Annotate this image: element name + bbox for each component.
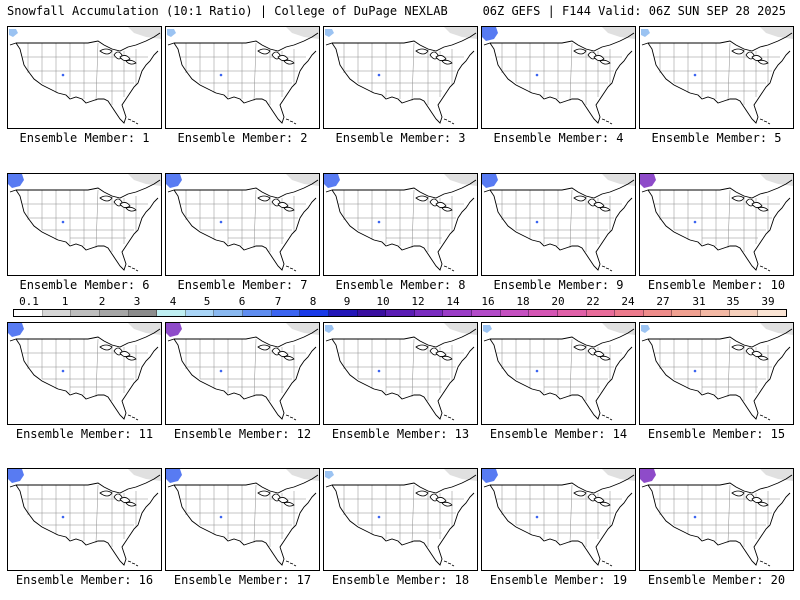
scale-color-swatch <box>443 310 472 316</box>
snowfall-map-14 <box>481 322 636 425</box>
scale-color-swatch <box>729 310 759 316</box>
snowfall-map-7 <box>165 173 320 276</box>
scale-color-swatch <box>557 310 587 316</box>
scale-label: 10 <box>376 295 390 308</box>
scale-color-swatch <box>500 310 530 316</box>
panel-caption-12: Ensemble Member: 12 <box>173 427 312 441</box>
panel-caption-17: Ensemble Member: 17 <box>173 573 312 587</box>
snowfall-map-8 <box>323 173 478 276</box>
scale-label: 31 <box>692 295 706 308</box>
panel-caption-13: Ensemble Member: 13 <box>331 427 470 441</box>
scale-label: 12 <box>411 295 425 308</box>
panel-caption-7: Ensemble Member: 7 <box>177 278 308 292</box>
panel-caption-18: Ensemble Member: 18 <box>331 573 470 587</box>
scale-label: 18 <box>516 295 530 308</box>
scale-label: 2 <box>98 295 106 308</box>
snowfall-color-scale: 0.1 1 2 3 4 5 6 7 8 9 10 12 14 16 18 20 … <box>13 296 789 320</box>
scale-color-swatch <box>214 310 243 316</box>
scale-color-swatch <box>672 310 701 316</box>
scale-color-swatch <box>357 310 387 316</box>
panel-caption-20: Ensemble Member: 20 <box>647 573 786 587</box>
snowfall-map-11 <box>7 322 162 425</box>
header: Snowfall Accumulation (10:1 Ratio) | Col… <box>0 0 800 22</box>
scale-labels: 0.1 1 2 3 4 5 6 7 8 9 10 12 14 16 18 20 … <box>13 296 789 308</box>
scale-label: 8 <box>309 295 317 308</box>
scale-color-swatch <box>99 310 129 316</box>
scale-color-swatch <box>157 310 186 316</box>
scale-label: 3 <box>133 295 141 308</box>
scale-color-swatch <box>128 310 158 316</box>
scale-color-swatch <box>42 310 72 316</box>
scale-color-swatch <box>71 310 100 316</box>
scale-label: 27 <box>656 295 670 308</box>
scale-color-swatch <box>271 310 301 316</box>
scale-color-swatch <box>643 310 673 316</box>
panel-caption-10: Ensemble Member: 10 <box>647 278 786 292</box>
scale-color-swatch <box>14 310 43 316</box>
panel-caption-16: Ensemble Member: 16 <box>15 573 154 587</box>
scale-label: 35 <box>726 295 740 308</box>
snowfall-map-3 <box>323 26 478 129</box>
panel-caption-9: Ensemble Member: 9 <box>493 278 624 292</box>
scale-label: 39 <box>761 295 775 308</box>
scale-label: 24 <box>621 295 635 308</box>
run-info: 06Z GEFS | F144 Valid: 06Z SUN SEP 28 20… <box>482 4 786 18</box>
scale-label: 7 <box>274 295 282 308</box>
scale-label: 22 <box>586 295 600 308</box>
snowfall-map-1 <box>7 26 162 129</box>
panel-caption-8: Ensemble Member: 8 <box>335 278 466 292</box>
scale-color-swatch <box>586 310 616 316</box>
snowfall-map-5 <box>639 26 794 129</box>
snowfall-map-10 <box>639 173 794 276</box>
scale-color-bar <box>13 309 787 317</box>
snowfall-map-18 <box>323 468 478 571</box>
scale-label: 4 <box>169 295 177 308</box>
snowfall-map-4 <box>481 26 636 129</box>
scale-color-swatch <box>529 310 558 316</box>
scale-label: 9 <box>343 295 351 308</box>
snowfall-map-13 <box>323 322 478 425</box>
scale-color-swatch <box>615 310 644 316</box>
panel-caption-14: Ensemble Member: 14 <box>489 427 628 441</box>
scale-color-swatch <box>185 310 215 316</box>
panel-caption-1: Ensemble Member: 1 <box>19 131 150 145</box>
page-title: Snowfall Accumulation (10:1 Ratio) | Col… <box>7 4 448 18</box>
scale-color-swatch <box>472 310 501 316</box>
panel-caption-5: Ensemble Member: 5 <box>651 131 782 145</box>
scale-color-swatch <box>414 310 444 316</box>
scale-label: 16 <box>481 295 495 308</box>
panel-caption-2: Ensemble Member: 2 <box>177 131 308 145</box>
panel-caption-15: Ensemble Member: 15 <box>647 427 786 441</box>
scale-color-swatch <box>328 310 358 316</box>
scale-color-swatch <box>386 310 415 316</box>
snowfall-map-16 <box>7 468 162 571</box>
panel-caption-4: Ensemble Member: 4 <box>493 131 624 145</box>
snowfall-map-9 <box>481 173 636 276</box>
scale-color-swatch <box>758 310 786 316</box>
panel-caption-11: Ensemble Member: 11 <box>15 427 154 441</box>
snowfall-map-19 <box>481 468 636 571</box>
snowfall-map-2 <box>165 26 320 129</box>
scale-label: 1 <box>61 295 69 308</box>
snowfall-map-12 <box>165 322 320 425</box>
scale-label: 6 <box>238 295 246 308</box>
panel-caption-6: Ensemble Member: 6 <box>19 278 150 292</box>
snowfall-map-20 <box>639 468 794 571</box>
scale-label: 14 <box>446 295 460 308</box>
snowfall-map-6 <box>7 173 162 276</box>
panel-caption-3: Ensemble Member: 3 <box>335 131 466 145</box>
snowfall-map-17 <box>165 468 320 571</box>
scale-label: 20 <box>551 295 565 308</box>
scale-color-swatch <box>300 310 329 316</box>
scale-label: 5 <box>203 295 211 308</box>
snowfall-map-15 <box>639 322 794 425</box>
scale-color-swatch <box>701 310 730 316</box>
panel-caption-19: Ensemble Member: 19 <box>489 573 628 587</box>
scale-color-swatch <box>243 310 272 316</box>
scale-label: 0.1 <box>19 295 39 308</box>
